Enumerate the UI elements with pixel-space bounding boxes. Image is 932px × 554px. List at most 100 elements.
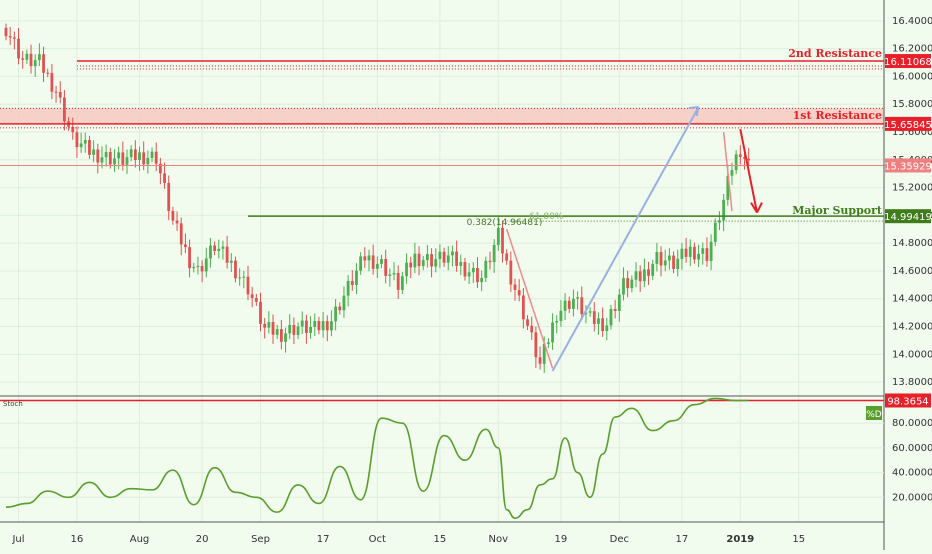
- candle-body: [292, 324, 296, 335]
- candle-body: [513, 284, 517, 290]
- candle-body: [334, 306, 338, 322]
- candle-body: [622, 278, 625, 295]
- candle-body: [58, 91, 62, 98]
- candle-body: [613, 309, 617, 311]
- candle-body: [234, 260, 237, 279]
- candle-body: [459, 262, 463, 266]
- candle-body: [158, 163, 162, 174]
- osc-last-tag-text: 98.3654: [887, 396, 928, 407]
- candle-body: [609, 309, 613, 326]
- candle-body: [388, 274, 392, 276]
- candle-body: [375, 263, 379, 269]
- candle-body: [284, 333, 287, 342]
- candle-body: [8, 36, 12, 38]
- candle-body: [71, 126, 75, 133]
- candle-body: [722, 199, 726, 221]
- candle-body: [229, 260, 233, 263]
- candle-body: [21, 58, 25, 60]
- candle-body: [25, 53, 29, 60]
- candle-body: [480, 277, 484, 283]
- trend-arrow-line: [551, 106, 700, 372]
- osc-title: Stoch: [3, 400, 23, 408]
- candle-body: [567, 300, 571, 309]
- candle-body: [747, 158, 751, 161]
- candle-body: [125, 157, 129, 165]
- major-support-tag: [885, 209, 931, 224]
- candle-body: [392, 272, 396, 275]
- candle-body: [188, 247, 191, 269]
- candle-body: [167, 182, 171, 211]
- candle-body: [54, 91, 58, 93]
- fib-label-618: 61.80%: [529, 212, 564, 222]
- candle-body: [363, 256, 367, 261]
- candle-body: [342, 295, 346, 311]
- major-support-tag-text: 14.99419: [884, 212, 932, 223]
- candle-body: [142, 152, 146, 165]
- candle-body: [29, 53, 33, 67]
- x-tick-label: Dec: [610, 534, 629, 545]
- candle-body: [738, 154, 742, 158]
- trend-arrow-head: [688, 105, 700, 117]
- retrace-line-1: [505, 229, 554, 369]
- candle-body: [117, 152, 121, 159]
- x-tick-label: 2019: [726, 534, 754, 545]
- candle-body: [200, 265, 204, 272]
- candle-body: [734, 154, 738, 171]
- candle-body: [204, 258, 208, 272]
- x-tick-label: Jul: [11, 534, 24, 545]
- candle-body: [667, 255, 671, 261]
- y-tick-label: 14.20000: [892, 322, 932, 333]
- projection-arrow: [739, 129, 763, 214]
- x-tick-label: Aug: [130, 534, 150, 545]
- candle-body: [254, 298, 258, 302]
- candle-body: [305, 320, 308, 333]
- osc-y-tick-label: 40.0000: [892, 468, 932, 479]
- resistance-2-tag-text: 16.11068: [884, 57, 932, 68]
- y-tick-label: 16.00000: [892, 71, 932, 82]
- candle-body: [271, 322, 275, 335]
- candle-body: [709, 241, 713, 261]
- candle-body: [601, 318, 605, 332]
- candle-body: [467, 272, 471, 277]
- x-tick-label: 15: [434, 534, 447, 545]
- x-tick-label: Oct: [369, 534, 386, 545]
- candle-body: [592, 311, 596, 324]
- y-tick-label: 15.60000: [892, 127, 932, 138]
- current-price-tag-text: 15.35929: [884, 161, 932, 172]
- candle-body: [196, 265, 200, 268]
- candle-body: [413, 253, 417, 268]
- candle-body: [338, 306, 342, 311]
- candle-body: [171, 210, 175, 221]
- candle-body: [154, 151, 158, 164]
- candle-body: [371, 255, 375, 269]
- candle-body: [46, 72, 50, 74]
- x-tick-label: 17: [317, 534, 330, 545]
- candle-body: [455, 251, 459, 266]
- candles-group: [4, 23, 751, 373]
- candle-body: [471, 268, 475, 273]
- candle-body: [713, 222, 717, 242]
- candle-body: [617, 294, 621, 311]
- candle-body: [501, 227, 504, 254]
- candle-body: [175, 220, 179, 224]
- y-tick-label: 15.80000: [892, 99, 932, 110]
- candle-body: [321, 321, 325, 331]
- candle-body: [517, 289, 521, 296]
- candle-body: [509, 260, 513, 285]
- candle-body: [163, 173, 166, 183]
- osc-y-tick-label: 80.0000: [892, 418, 932, 429]
- candle-body: [442, 251, 446, 263]
- candle-body: [626, 278, 630, 289]
- candle-body: [642, 269, 646, 282]
- candle-body: [551, 322, 554, 343]
- candle-body: [476, 268, 479, 283]
- candle-body: [146, 157, 150, 165]
- candle-body: [79, 143, 83, 148]
- retrace-line-2: [722, 131, 733, 212]
- resistance-1-label: 1st Resistance: [793, 109, 882, 122]
- candle-body: [701, 248, 705, 254]
- candle-body: [584, 312, 588, 315]
- candle-body: [380, 258, 383, 264]
